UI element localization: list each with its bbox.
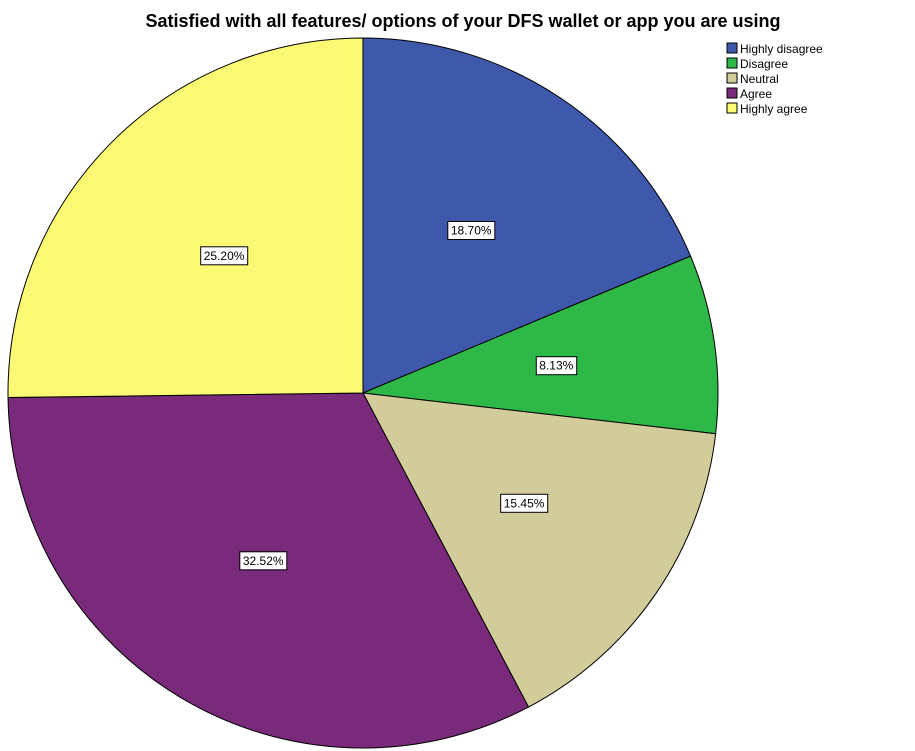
chart-title: Satisfied with all features/ options of …: [145, 11, 780, 31]
legend-item-agree: Agree: [726, 87, 772, 101]
data-label-highly-disagree: 18.70%: [447, 221, 496, 240]
data-label-disagree: 8.13%: [535, 356, 578, 376]
data-labels: 18.70% 8.13% 15.45% 32.52% 25.20%: [200, 221, 578, 571]
pie-slice-highly-disagree: [362, 37, 692, 394]
pie-slice-disagree: [361, 255, 719, 435]
data-label-text: 8.13%: [539, 359, 573, 373]
pie-slices: [7, 37, 719, 749]
data-label-text: 18.70%: [451, 224, 492, 238]
data-label-agree: 32.52%: [239, 551, 288, 571]
legend-swatch: [726, 102, 738, 114]
legend-item-disagree: Disagree: [726, 57, 788, 71]
legend-item-highly-disagree: Highly disagree: [726, 42, 823, 56]
pie-slice-neutral: [362, 392, 717, 708]
data-label-box: [535, 356, 578, 376]
pie-slice-highly-agree: [7, 37, 364, 398]
data-label-text: 25.20%: [204, 249, 245, 263]
legend-label: Neutral: [740, 72, 779, 86]
legend-swatch: [726, 57, 738, 69]
legend-label: Highly agree: [740, 102, 808, 116]
data-label-box: [200, 246, 249, 266]
data-label-neutral: 15.45%: [500, 493, 549, 513]
legend-swatch: [726, 72, 738, 84]
data-label-box: [447, 221, 496, 240]
data-label-text: 15.45%: [504, 496, 545, 510]
pie-slice-agree: [7, 392, 530, 749]
legend-label: Highly disagree: [740, 42, 823, 56]
legend-label: Agree: [740, 87, 772, 101]
data-label-box: [500, 493, 549, 513]
legend-item-neutral: Neutral: [726, 72, 779, 86]
data-label-highly-agree: 25.20%: [200, 246, 249, 266]
legend-label: Disagree: [740, 57, 788, 71]
legend-swatch: [726, 42, 738, 54]
legend-item-highly-agree: Highly agree: [726, 102, 808, 116]
data-label-text: 32.52%: [243, 554, 284, 568]
legend: Highly disagreeDisagreeNeutralAgreeHighl…: [726, 42, 823, 116]
data-label-box: [239, 551, 288, 571]
legend-swatch: [726, 87, 738, 99]
